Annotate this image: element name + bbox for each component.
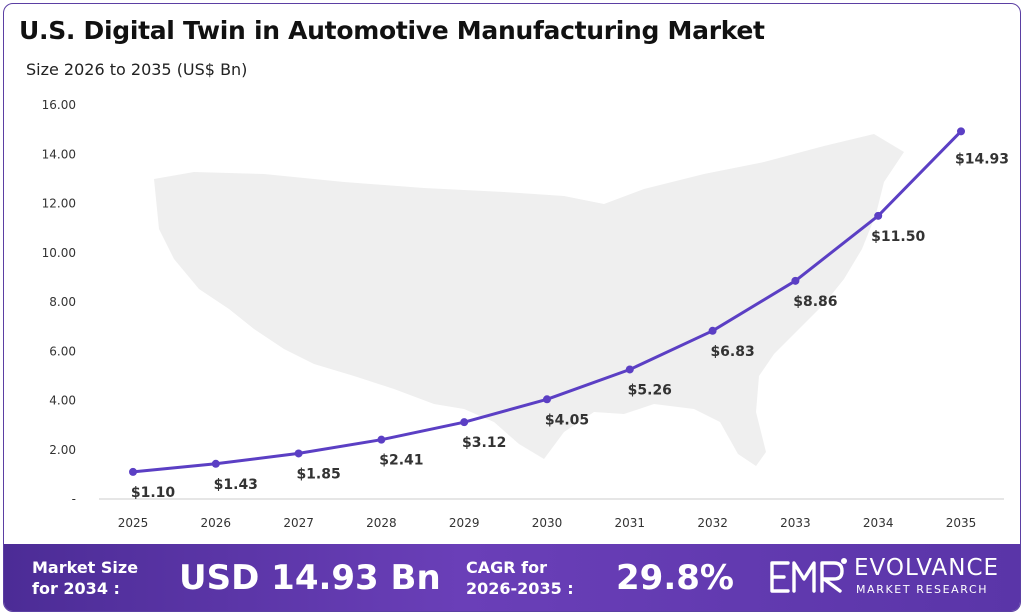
data-label: $3.12 bbox=[462, 435, 506, 451]
data-label: $14.93 bbox=[955, 151, 1009, 167]
data-point bbox=[957, 127, 965, 136]
data-label: $5.26 bbox=[628, 382, 672, 398]
market-size-label-line1: Market Size bbox=[32, 558, 139, 577]
y-tick-label: 4.00 bbox=[49, 394, 76, 408]
x-tick-label: 2029 bbox=[449, 516, 480, 530]
brand-tagline: MARKET RESEARCH bbox=[856, 583, 989, 596]
y-tick-label: 14.00 bbox=[42, 147, 76, 161]
y-tick-label: - bbox=[72, 492, 76, 506]
market-size-value: USD 14.93 Bn bbox=[179, 558, 441, 598]
data-point bbox=[211, 459, 220, 468]
x-axis: 2025 2026 2027 2028 2029 2030 2031 2032 2033 2034… bbox=[118, 516, 977, 530]
chart-title: U.S. Digital Twin in Automotive Manufact… bbox=[19, 16, 765, 45]
summary-footer: Market Size for 2034 : USD 14.93 Bn CAGR… bbox=[4, 544, 1020, 611]
market-size-label: Market Size for 2034 : bbox=[32, 557, 138, 599]
x-tick-label: 2026 bbox=[201, 516, 232, 530]
us-map-silhouette bbox=[154, 134, 904, 466]
x-tick-label: 2028 bbox=[366, 516, 397, 530]
data-label: $8.86 bbox=[793, 294, 837, 310]
data-label: $4.05 bbox=[545, 412, 589, 428]
data-label: $11.50 bbox=[871, 229, 925, 245]
cagr-label: CAGR for 2026-2035 : bbox=[466, 557, 574, 599]
y-tick-label: 16.00 bbox=[42, 98, 76, 112]
data-label: $1.43 bbox=[214, 477, 258, 493]
data-point bbox=[460, 418, 469, 427]
data-point bbox=[129, 467, 137, 476]
data-point bbox=[377, 435, 386, 444]
cagr-value: 29.8% bbox=[616, 558, 734, 598]
cagr-label-line2: 2026-2035 : bbox=[466, 579, 574, 598]
cagr-label-line1: CAGR for bbox=[466, 558, 547, 577]
y-tick-label: 2.00 bbox=[49, 443, 76, 457]
line-chart: - 2.00 4.00 6.00 8.00 10.00 12.00 14.00 16.00 20… bbox=[42, 98, 1009, 530]
data-point bbox=[543, 395, 551, 404]
data-point bbox=[874, 211, 883, 220]
x-tick-label: 2031 bbox=[615, 516, 646, 530]
market-size-label-line2: for 2034 : bbox=[32, 579, 120, 598]
x-tick-label: 2027 bbox=[283, 516, 314, 530]
data-points bbox=[129, 127, 965, 476]
y-tick-label: 12.00 bbox=[42, 197, 76, 211]
x-tick-label: 2032 bbox=[697, 516, 728, 530]
data-point bbox=[625, 365, 634, 374]
data-label: $6.83 bbox=[710, 344, 754, 360]
x-tick-label: 2030 bbox=[532, 516, 563, 530]
data-label: $1.85 bbox=[296, 466, 340, 482]
chart-subtitle: Size 2026 to 2035 (US$ Bn) bbox=[26, 60, 248, 79]
data-label: $2.41 bbox=[379, 453, 423, 469]
brand-logo-icon bbox=[770, 558, 847, 593]
y-tick-label: 10.00 bbox=[42, 246, 76, 260]
x-tick-label: 2033 bbox=[780, 516, 811, 530]
data-point bbox=[708, 326, 717, 335]
data-labels: $1.10 $1.43 $1.85 $2.41 $3.12 $4.05 $5.26 $6.83… bbox=[131, 151, 1009, 501]
data-point bbox=[791, 276, 800, 285]
y-tick-label: 8.00 bbox=[49, 295, 76, 309]
data-point bbox=[294, 449, 303, 458]
y-tick-label: 6.00 bbox=[49, 344, 76, 358]
x-tick-label: 2035 bbox=[946, 516, 977, 530]
brand-name: EVOLVANCE bbox=[854, 555, 1000, 581]
data-label: $1.10 bbox=[131, 485, 176, 501]
x-tick-label: 2034 bbox=[863, 516, 894, 530]
y-axis: - 2.00 4.00 6.00 8.00 10.00 12.00 14.00 16.00 bbox=[42, 98, 76, 506]
chart-frame: - 2.00 4.00 6.00 8.00 10.00 12.00 14.00 16.00 20… bbox=[3, 3, 1021, 612]
x-tick-label: 2025 bbox=[118, 516, 149, 530]
